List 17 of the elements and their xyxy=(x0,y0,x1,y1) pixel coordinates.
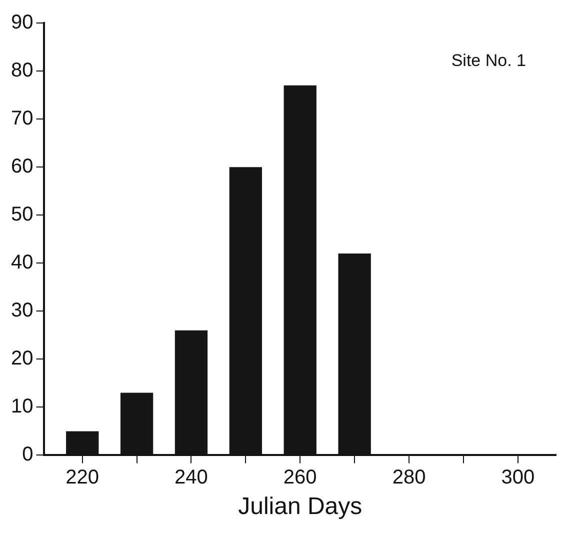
x-tick-label: 260 xyxy=(283,466,317,489)
y-tick-label: 40 xyxy=(10,252,34,274)
annotation: Site No. 1 xyxy=(451,51,526,70)
y-tick-label: 10 xyxy=(10,396,34,418)
y-tick-label: 30 xyxy=(10,300,34,322)
x-tick-label: 280 xyxy=(392,466,426,489)
x-tick-label: 240 xyxy=(174,466,208,489)
y-tick-label: 50 xyxy=(10,204,34,226)
x-tick-label: 220 xyxy=(66,466,100,489)
x-tick-label: 300 xyxy=(501,466,535,489)
y-tick-label: 80 xyxy=(10,60,34,82)
y-tick-label: 70 xyxy=(10,108,34,130)
y-tick-label: 60 xyxy=(10,156,34,178)
y-tick-label: 90 xyxy=(10,12,34,34)
x-axis-title: Julian Days xyxy=(238,493,362,520)
y-tick-label: 0 xyxy=(22,444,34,466)
y-tick-label: 20 xyxy=(10,348,34,370)
